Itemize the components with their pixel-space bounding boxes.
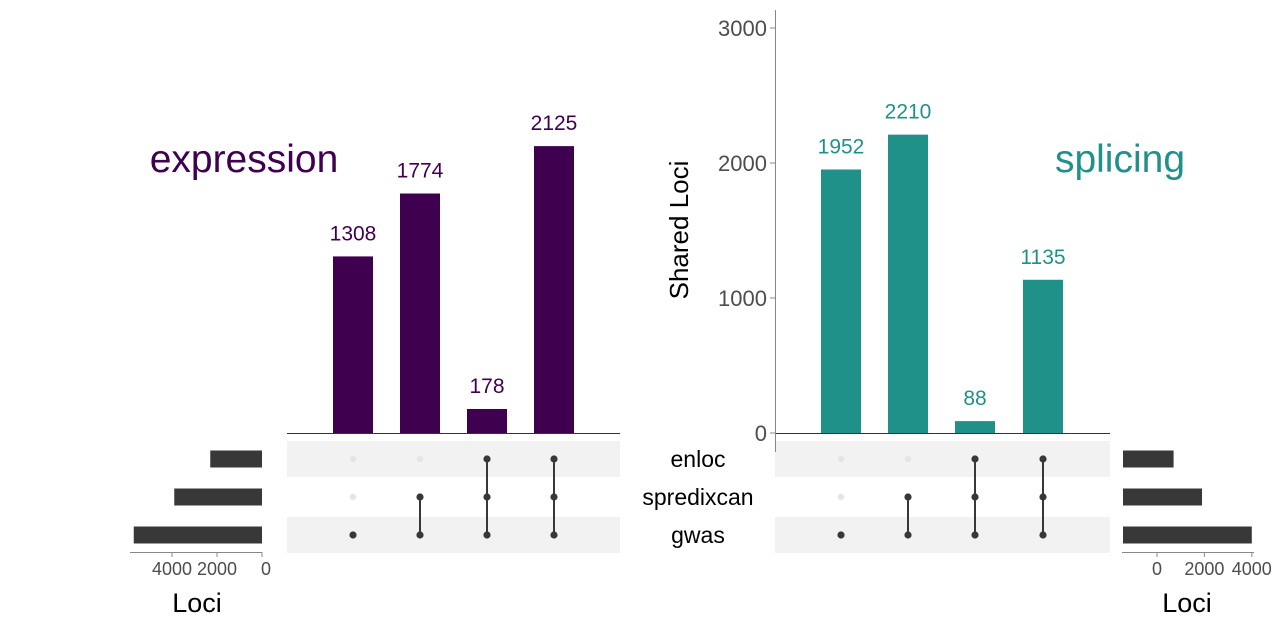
matrix-dot-active — [483, 493, 491, 501]
matrix-dot-active — [483, 455, 491, 463]
intersection-panel-splicing: 1952 2210 88 1135 splicing — [775, 101, 1185, 553]
matrix-dot-active — [483, 531, 491, 539]
matrix-dot-active — [550, 455, 558, 463]
matrix-dot-active — [1039, 493, 1047, 501]
x-tick-label: 0 — [1152, 559, 1162, 579]
matrix-dot-active — [971, 531, 979, 539]
set-label-spredixcan: spredixcan — [642, 484, 753, 510]
matrix-row-band — [775, 517, 1110, 553]
x-tick-label: 4000 — [1232, 559, 1272, 579]
bar-value-label: 1952 — [818, 135, 865, 158]
bar-value-label: 1774 — [397, 160, 444, 183]
set-size-bar — [1123, 526, 1252, 544]
matrix-dot-active — [550, 531, 558, 539]
matrix-dot-active — [550, 493, 558, 501]
matrix-dot-active — [971, 455, 979, 463]
x-axis-title: Loci — [1162, 588, 1212, 618]
matrix-dot-active — [904, 493, 912, 501]
x-axis-title: Loci — [172, 588, 222, 618]
y-tick-label: 1000 — [718, 286, 767, 311]
set-size-panel-right: 0 2000 4000 Loci — [1122, 450, 1272, 618]
intersection-bar — [534, 146, 574, 433]
bar-value-label: 178 — [469, 375, 504, 398]
y-tick-label: 0 — [755, 421, 767, 446]
intersection-bar — [955, 421, 995, 433]
x-tick-label: 4000 — [152, 559, 192, 579]
intersection-bar — [1023, 279, 1063, 433]
set-size-bar — [1123, 488, 1203, 506]
matrix-dot-inactive — [349, 455, 357, 463]
matrix-dot-inactive — [416, 455, 424, 463]
y-axis-title: Shared Loci — [664, 161, 694, 300]
panel-title: expression — [150, 138, 339, 181]
set-size-panel-left: 4000 2000 0 Loci — [130, 450, 271, 618]
y-axis: 0 1000 2000 3000 Shared Loci — [664, 10, 776, 452]
bar-value-label: 2125 — [531, 112, 578, 135]
set-label-enloc: enloc — [671, 446, 726, 472]
bar-value-label: 1135 — [1020, 246, 1065, 269]
matrix-dot-active — [837, 531, 845, 539]
matrix-dot-active — [349, 531, 357, 539]
matrix-dot-active — [971, 493, 979, 501]
x-tick-label: 2000 — [1184, 559, 1224, 579]
matrix-row-band — [775, 479, 1110, 515]
set-size-bar — [210, 450, 262, 468]
intersection-bar — [888, 134, 928, 433]
matrix-row-band — [775, 441, 1110, 477]
matrix-dot-active — [904, 531, 912, 539]
y-tick-label: 2000 — [718, 151, 767, 176]
set-size-bar — [174, 488, 262, 506]
matrix-dot-inactive — [349, 493, 357, 501]
matrix-dot-active — [1039, 455, 1047, 463]
matrix-dot-inactive — [837, 455, 845, 463]
set-size-bar — [133, 526, 262, 544]
matrix-dot-inactive — [904, 455, 912, 463]
matrix-row-band — [287, 441, 620, 477]
bar-value-label: 2210 — [885, 101, 932, 124]
set-label-gwas: gwas — [671, 522, 725, 548]
x-tick-label: 2000 — [197, 559, 237, 579]
panel-title: splicing — [1055, 138, 1185, 181]
bar-value-label: 1308 — [330, 222, 377, 245]
y-tick-label: 3000 — [718, 16, 767, 41]
bar-value-label: 88 — [963, 387, 986, 410]
matrix-row-band — [287, 479, 620, 515]
matrix-dot-active — [416, 493, 424, 501]
set-labels: enloc spredixcan gwas — [642, 446, 753, 548]
intersection-bar — [821, 169, 861, 434]
x-tick-label: 0 — [261, 559, 271, 579]
matrix-dot-active — [1039, 531, 1047, 539]
matrix-dot-active — [416, 531, 424, 539]
intersection-bar — [400, 193, 440, 433]
intersection-bar — [467, 408, 507, 433]
matrix-dot-inactive — [837, 493, 845, 501]
intersection-bar — [333, 256, 373, 433]
intersection-panel-expression: 1308 1774 178 2125 expression — [150, 112, 620, 553]
matrix-row-band — [287, 517, 620, 553]
set-size-bar — [1123, 450, 1174, 468]
